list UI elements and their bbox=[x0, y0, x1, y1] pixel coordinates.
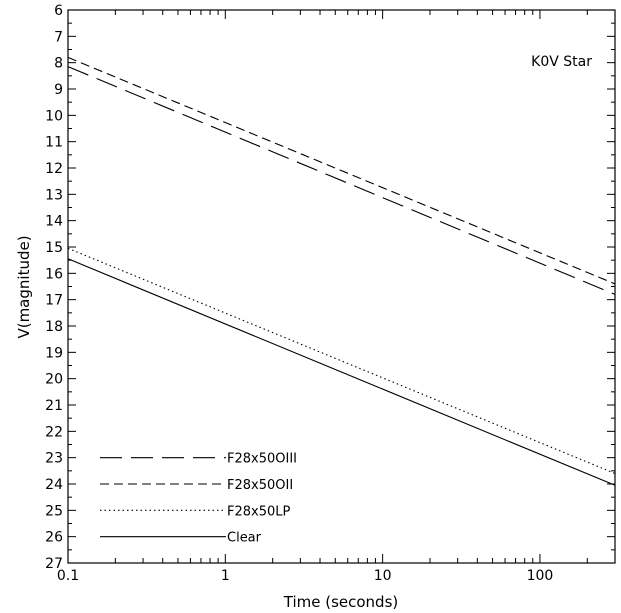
series-line-f28x50oiii bbox=[67, 66, 616, 295]
x-tick-label: 1 bbox=[221, 568, 230, 584]
y-tick-label: 15 bbox=[45, 240, 63, 256]
y-tick-label: 21 bbox=[45, 398, 63, 414]
y-tick-label: 25 bbox=[45, 503, 63, 519]
y-tick-label: 8 bbox=[54, 56, 63, 72]
y-tick-label: 9 bbox=[54, 82, 63, 98]
y-tick-label: 20 bbox=[45, 372, 63, 388]
legend-label: F28x50OIII bbox=[227, 452, 297, 467]
y-tick-label: 19 bbox=[45, 345, 63, 361]
ticks: 6 7 8 9 10 11 12 13 14 15 16 17 18 19 20 21 22 23 24 25 26 27… bbox=[45, 3, 616, 584]
x-tick-label: 100 bbox=[527, 568, 554, 584]
y-tick-label: 16 bbox=[45, 266, 63, 282]
y-tick-label: 24 bbox=[45, 477, 63, 493]
y-tick-label: 27 bbox=[45, 556, 63, 572]
annotation-star-type: K0V Star bbox=[531, 54, 592, 70]
y-tick-label: 18 bbox=[45, 319, 63, 335]
plot-frame bbox=[67, 9, 616, 564]
y-tick-label: 7 bbox=[54, 29, 63, 45]
series-line-clear bbox=[67, 258, 616, 486]
legend-label: Clear bbox=[227, 531, 262, 546]
series-lines bbox=[67, 56, 616, 486]
legend: F28x50OIII F28x50OII F28x50LP Clear bbox=[100, 452, 297, 546]
x-tick-label: 0.1 bbox=[57, 568, 79, 584]
x-tick-label: 10 bbox=[374, 568, 392, 584]
y-tick-label: 23 bbox=[45, 451, 63, 467]
y-tick-label: 13 bbox=[45, 187, 63, 203]
y-tick-label: 6 bbox=[54, 3, 63, 19]
y-tick-label: 26 bbox=[45, 530, 63, 546]
y-tick-label: 10 bbox=[45, 108, 63, 124]
series-line-f28x50oii bbox=[67, 56, 616, 285]
y-tick-label: 22 bbox=[45, 424, 63, 440]
y-tick-label: 11 bbox=[45, 135, 63, 151]
x-axis-title: Time (seconds) bbox=[283, 593, 399, 611]
legend-label: F28x50OII bbox=[227, 478, 293, 493]
y-tick-label: 12 bbox=[45, 161, 63, 177]
y-axis-title: V(magnitude) bbox=[15, 235, 33, 338]
series-line-f28x50lp bbox=[67, 247, 616, 475]
y-tick-label: 14 bbox=[45, 214, 63, 230]
legend-label: F28x50LP bbox=[227, 504, 290, 519]
y-tick-label: 17 bbox=[45, 293, 63, 309]
